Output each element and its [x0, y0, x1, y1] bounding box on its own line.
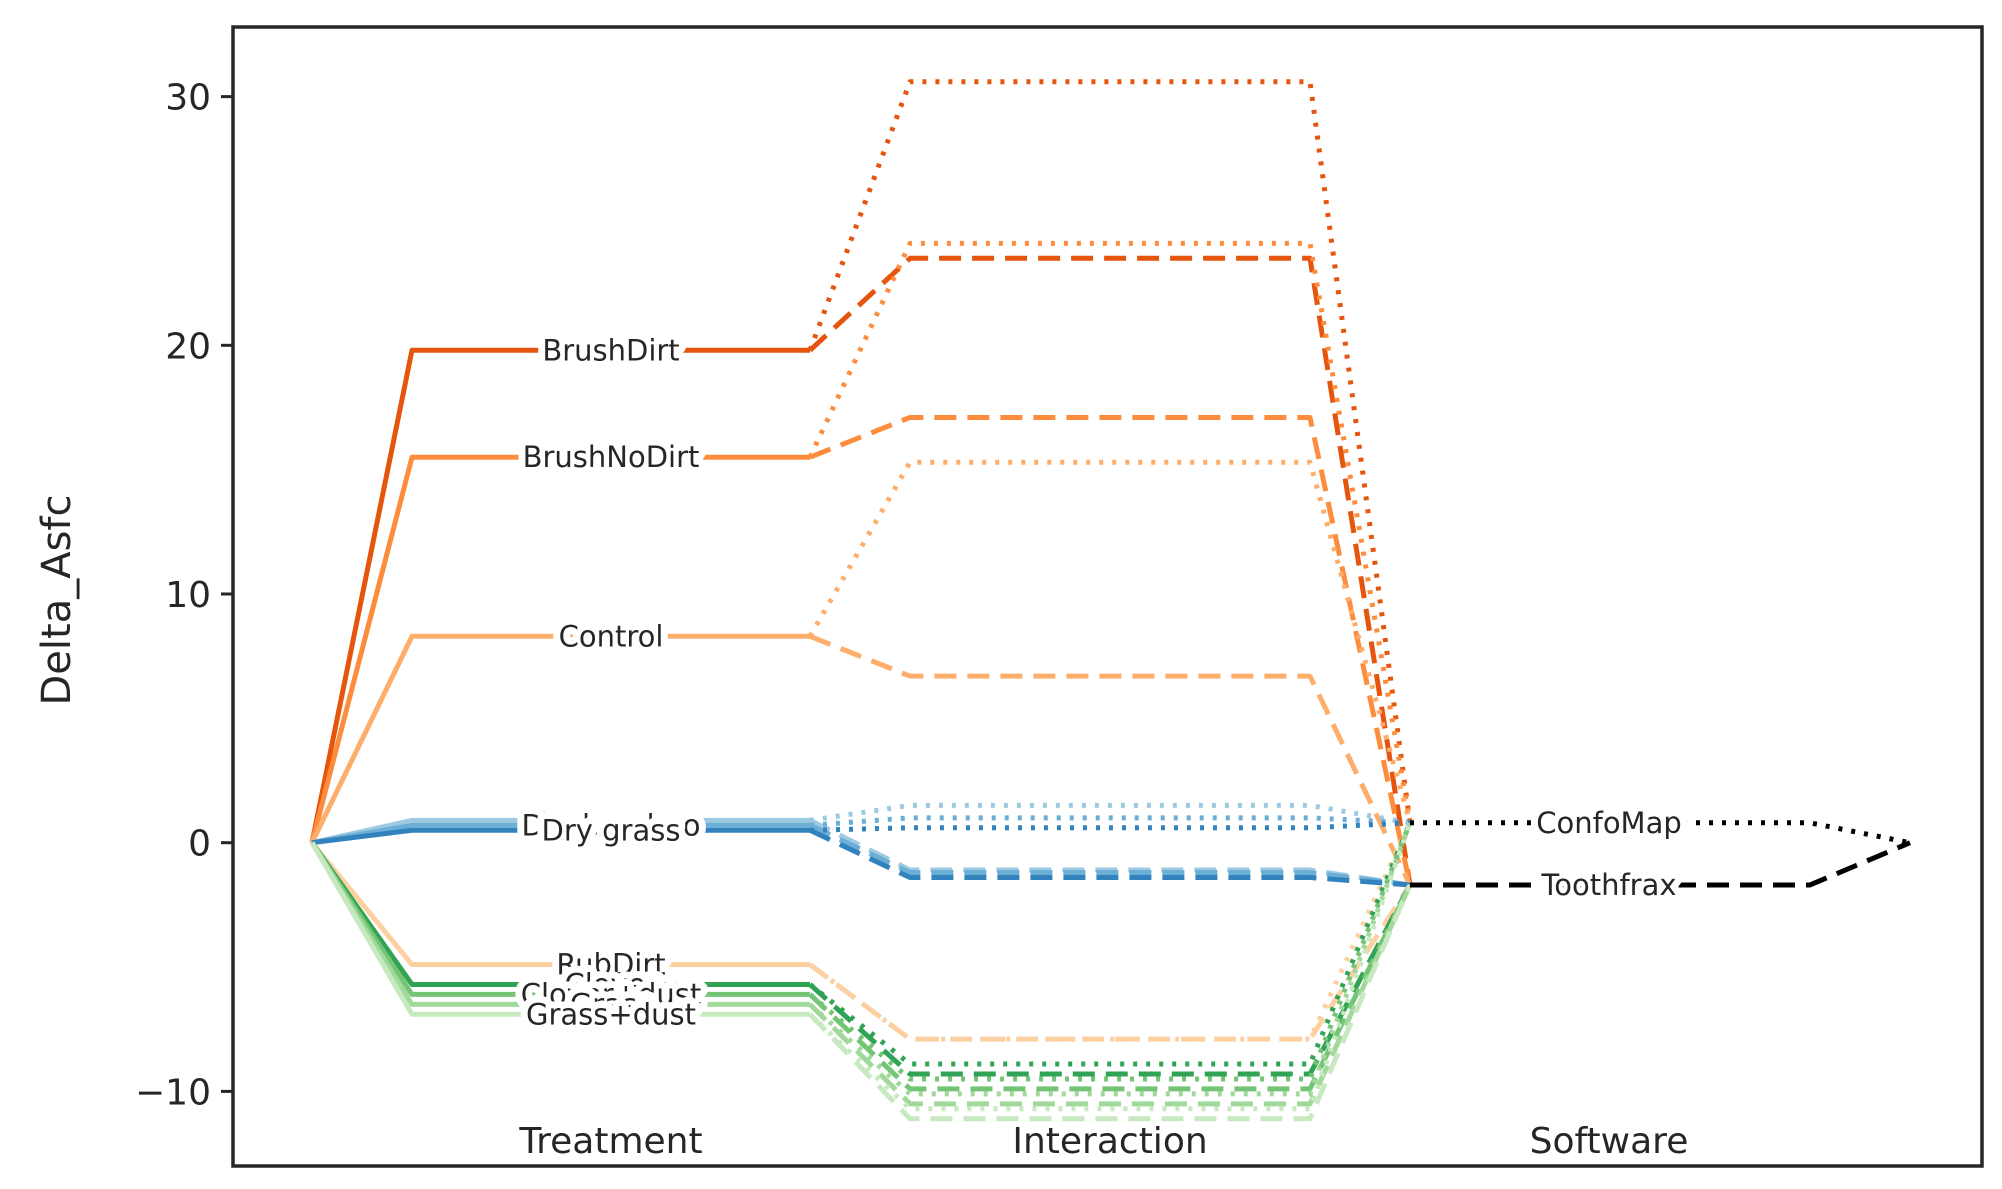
treatment-line-brushdirt — [309, 347, 810, 844]
interaction-line-dry-bamboo-confomap — [809, 815, 1411, 828]
interaction-line-grass-toothfrax — [808, 883, 1413, 1107]
treatment-label-dry-grass: Dry grass — [542, 813, 681, 847]
interaction-line-clover-dust-toothfrax — [808, 883, 1413, 1092]
interaction-line-brushdirt-confomap — [807, 79, 1413, 824]
interaction-line-grass-dust-confomap — [808, 821, 1413, 1112]
interaction-line-clover-toothfrax — [808, 883, 1413, 1077]
treatment-line-control — [309, 633, 810, 844]
interaction-line-clover-confomap — [808, 821, 1413, 1067]
interaction-line-control-toothfrax — [809, 633, 1413, 887]
series-layer: BrushDirt BrushNoDirt Control Dry lucerneDr… — [309, 79, 1911, 1122]
treatment-line-dry-grass — [311, 827, 810, 846]
interaction-line-dry-grass-toothfrax — [808, 828, 1411, 888]
y-tick-label: −10 — [135, 1072, 211, 1113]
group-label-treatment: Treatment — [518, 1121, 702, 1162]
group-label-software: Software — [1530, 1121, 1689, 1162]
treatment-label-rubdirt: RubDirt — [556, 948, 665, 982]
treatment-label-clover: Clover — [565, 967, 658, 1001]
treatment-label-brushdirt: BrushDirt — [542, 333, 679, 367]
treatment-label-dry-lucerne: Dry lucerne — [527, 803, 696, 837]
interaction-line-brushdirt-toothfrax — [808, 255, 1413, 886]
interaction-line-clover-dust-confomap — [808, 821, 1413, 1082]
interaction-line-brushnodirt-confomap — [807, 240, 1413, 824]
treatment-label-brushnodirt: BrushNoDirt — [523, 440, 700, 474]
treatment-label-control: Control — [559, 619, 664, 653]
treatment-line-grass-dust — [309, 841, 810, 1017]
software-line-confomap — [1410, 820, 1911, 846]
y-tick-label: 10 — [165, 575, 211, 616]
software-line-toothfrax — [1410, 840, 1911, 888]
interaction-line-dry-grass-confomap — [809, 820, 1411, 833]
y-tick-label: 0 — [188, 824, 211, 865]
plot-frame — [231, 25, 1984, 1168]
treatment-line-brushnodirt — [309, 454, 810, 844]
treatment-label-grass-dust: Grass+dust — [526, 997, 696, 1031]
interaction-line-grass-dust-toothfrax — [808, 883, 1413, 1122]
y-tick-label: 30 — [165, 78, 211, 119]
treatment-label-clover-dust: Clover+dust — [521, 977, 702, 1011]
group-label-interaction: Interaction — [1012, 1121, 1207, 1162]
y-axis-title: Delta_Asfc — [34, 495, 80, 706]
interaction-line-grass-confomap — [808, 821, 1413, 1097]
treatment-line-rubdirt — [310, 841, 810, 968]
interaction-line-dry-lucerne-confomap — [809, 802, 1411, 826]
software-label-toothfrax: Toothfrax — [1540, 868, 1676, 902]
axis-layer: Treatment Interaction Software 30 20 10 0 −10 — [135, 25, 1984, 1168]
software-label-confomap: ConfoMap — [1536, 806, 1682, 840]
y-tick-label: 20 — [165, 326, 211, 367]
treatment-label-grass: Grass — [570, 987, 652, 1021]
treatment-label-dry-bamboo: Dry bamboo — [522, 808, 701, 842]
interaction-line-dry-bamboo-toothfrax — [808, 823, 1411, 888]
